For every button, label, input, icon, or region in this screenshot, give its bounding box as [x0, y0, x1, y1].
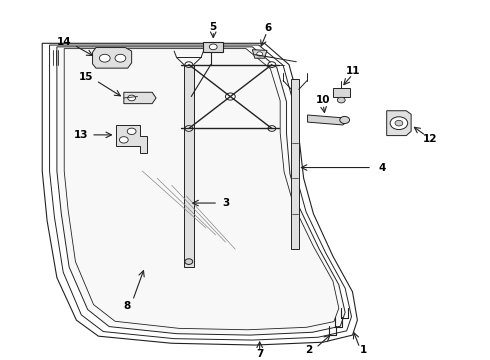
Polygon shape: [387, 111, 411, 136]
Polygon shape: [116, 125, 147, 153]
Text: 6: 6: [265, 23, 272, 33]
Text: 13: 13: [74, 130, 89, 140]
Circle shape: [185, 259, 193, 265]
Text: 5: 5: [210, 22, 217, 32]
Circle shape: [268, 62, 276, 67]
Circle shape: [127, 128, 136, 135]
Text: 7: 7: [256, 349, 263, 359]
Polygon shape: [93, 48, 132, 68]
Text: 3: 3: [223, 198, 230, 208]
Polygon shape: [333, 88, 350, 96]
Circle shape: [340, 116, 349, 123]
Circle shape: [99, 54, 110, 62]
Text: 11: 11: [346, 66, 361, 76]
Text: 4: 4: [378, 163, 386, 172]
Text: 1: 1: [360, 345, 367, 355]
Polygon shape: [57, 47, 345, 335]
Text: 8: 8: [123, 301, 130, 311]
Polygon shape: [308, 115, 346, 125]
Circle shape: [337, 97, 345, 103]
Polygon shape: [252, 50, 267, 58]
Circle shape: [128, 95, 136, 101]
Polygon shape: [184, 64, 194, 267]
Circle shape: [115, 54, 126, 62]
Text: 12: 12: [422, 134, 437, 144]
Circle shape: [257, 52, 263, 56]
Polygon shape: [203, 41, 223, 52]
Circle shape: [185, 62, 193, 67]
Polygon shape: [292, 79, 299, 249]
Text: 10: 10: [316, 95, 330, 105]
Text: 15: 15: [79, 72, 94, 82]
Circle shape: [120, 137, 128, 143]
Circle shape: [390, 117, 408, 130]
Polygon shape: [124, 92, 156, 104]
Text: 14: 14: [57, 36, 72, 46]
Circle shape: [185, 126, 193, 131]
Circle shape: [225, 93, 235, 100]
Circle shape: [209, 44, 217, 50]
Circle shape: [268, 126, 276, 131]
Circle shape: [395, 120, 403, 126]
Text: 2: 2: [305, 345, 312, 355]
